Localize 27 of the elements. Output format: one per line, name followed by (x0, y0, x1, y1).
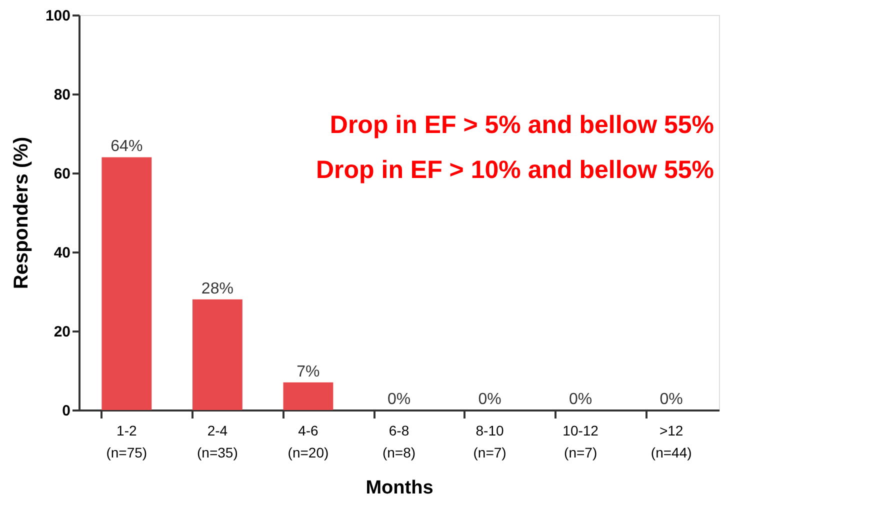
x-tick-label: 10-12 (n=7) (562, 422, 599, 460)
x-axis-title: Months (366, 478, 434, 498)
data-label: 64% (110, 138, 143, 156)
y-tick-label: 0 (62, 402, 70, 420)
x-tick-label: 4-6 (n=20) (288, 422, 329, 460)
y-tick-label: 60 (54, 166, 70, 182)
x-tick-label: 1-2 (n=75) (106, 422, 148, 460)
y-axis-title: Responders (%) (10, 136, 32, 290)
data-label: 0% (660, 391, 683, 408)
y-tick-label: 40 (54, 244, 70, 262)
y-tick-label: 80 (54, 86, 70, 104)
data-label: 7% (296, 363, 320, 380)
y-tick-label: 100 (45, 8, 70, 24)
data-label: 0% (569, 391, 592, 408)
data-label: 28% (201, 280, 234, 298)
bar (192, 299, 242, 410)
x-tick-label: 2-4 (n=35) (197, 422, 238, 460)
x-tick-label: 6-8 (n=8) (382, 422, 416, 460)
x-tick-label: >12 (n=44) (650, 422, 692, 460)
x-tick-label: 8-10 (n=7) (473, 422, 506, 460)
data-label: 0% (478, 391, 502, 408)
data-label: 0% (387, 391, 411, 408)
bar (102, 157, 152, 410)
annotation: Drop in EF > 5% and bellow 55% (330, 111, 714, 139)
y-tick-label: 20 (54, 324, 70, 340)
annotation: Drop in EF > 10% and bellow 55% (316, 156, 714, 184)
bar (283, 382, 334, 410)
